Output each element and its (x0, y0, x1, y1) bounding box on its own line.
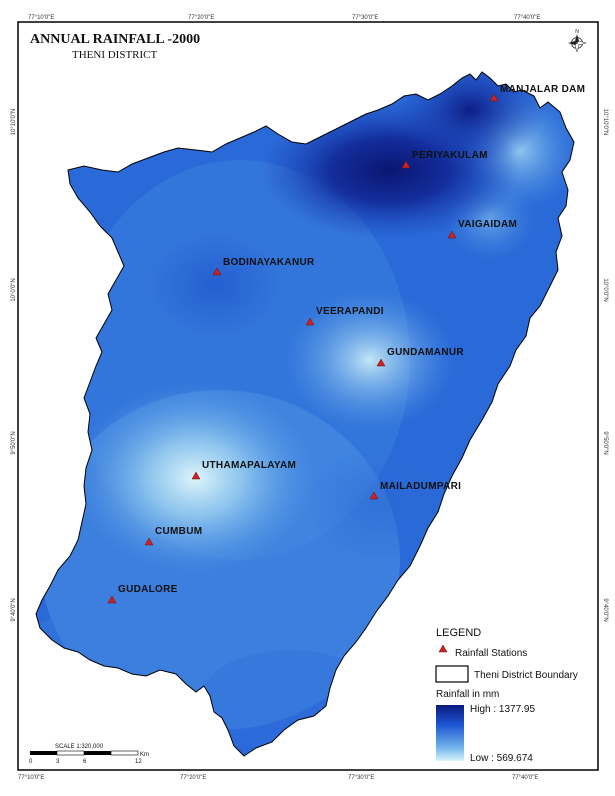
tick-bottom-2: 77°20'0"E (180, 775, 206, 781)
scale-tick-3: 3 (56, 759, 60, 765)
map-title: ANNUAL RAINFALL -2000 (30, 32, 200, 47)
graticule-right: 10°10'0"N 10°0'0"N 9°50'0"N 9°40'0"N (602, 109, 608, 622)
legend-station-icon (438, 644, 448, 653)
station-vaigaidam: VAIGAIDAM (447, 219, 517, 239)
station-gundamanur: GUNDAMANUR (376, 347, 464, 367)
graticule-top: 77°10'0"E 77°20'0"E 77°30'0"E 77°40'0"E (28, 15, 540, 21)
station-marker-icon (447, 230, 457, 239)
station-label: VAIGAIDAM (458, 219, 517, 230)
scale-tick-6: 6 (83, 759, 87, 765)
tick-top-2: 77°20'0"E (188, 15, 214, 21)
legend-boundary-label: Theni District Boundary (474, 670, 578, 681)
scale-tick-0: 0 (29, 759, 33, 765)
scale-bar: SCALE 1:320,000 0 3 6 12 Km (29, 744, 149, 765)
rainfall-gradient-overlays (36, 72, 574, 756)
tick-right-4: 9°40'0"N (602, 598, 608, 621)
tick-left-1: 10°10'0"N (11, 109, 17, 136)
station-label: GUDALORE (118, 584, 178, 595)
station-label: CUMBUM (155, 526, 202, 537)
legend-title: LEGEND (436, 627, 481, 639)
tick-right-1: 10°10'0"N (602, 109, 608, 136)
station-marker-icon (212, 267, 222, 276)
tick-top-4: 77°40'0"E (514, 15, 540, 21)
district-boundary (35, 71, 575, 757)
station-marker-icon (376, 358, 386, 367)
map-frame (17, 21, 599, 771)
tick-right-3: 9°50'0"N (602, 431, 608, 454)
legend-high-label: High : 1377.95 (470, 704, 535, 715)
station-label: VEERAPANDI (316, 306, 384, 317)
station-cumbum: CUMBUM (144, 526, 202, 546)
legend: LEGEND Rainfall Stations Theni District … (435, 627, 578, 764)
station-marker-icon (191, 471, 201, 480)
tick-right-2: 10°0'0"N (602, 278, 608, 301)
scale-label: SCALE 1:320,000 (55, 744, 104, 750)
station-marker-icon (144, 537, 154, 546)
tick-bottom-1: 77°10'0"E (18, 775, 44, 781)
tick-bottom-3: 77°30'0"E (348, 775, 374, 781)
station-label: MANJALAR DAM (500, 84, 585, 95)
legend-stations-label: Rainfall Stations (455, 648, 527, 659)
station-mailadumpari: MAILADUMPARI (369, 481, 461, 500)
legend-rainfall-title: Rainfall in mm (436, 689, 499, 700)
tick-left-4: 9°40'0"N (11, 598, 17, 621)
station-label: BODINAYAKANUR (223, 257, 315, 268)
rainfall-stations: MANJALAR DAM PERIYAKULAM VAIGAIDAM BODINAYA… (107, 84, 585, 604)
station-manjalar-dam: MANJALAR DAM (489, 84, 585, 102)
scale-tick-12: 12 (135, 759, 142, 765)
station-marker-icon (107, 595, 117, 604)
graticule-bottom: 77°10'0"E 77°20'0"E 77°30'0"E 77°40'0"E (18, 775, 538, 781)
station-marker-icon (489, 93, 499, 102)
legend-low-label: Low : 569.674 (470, 753, 533, 764)
district-rainfall-surface (35, 71, 575, 757)
tick-left-3: 9°50'0"N (11, 431, 17, 454)
station-label: GUNDAMANUR (387, 347, 464, 358)
legend-rainfall-ramp (436, 705, 464, 761)
station-label: PERIYAKULAM (412, 150, 488, 161)
tick-left-2: 10°0'0"N (11, 278, 17, 301)
north-arrow-icon: N (568, 29, 587, 53)
station-periyakulam: PERIYAKULAM (401, 150, 488, 169)
map-subtitle: THENI DISTRICT (72, 49, 158, 61)
station-uthamapalayam: UTHAMAPALAYAM (191, 460, 296, 480)
station-veerapandi: VEERAPANDI (305, 306, 384, 326)
svg-text:N: N (575, 29, 579, 35)
station-label: MAILADUMPARI (380, 481, 461, 492)
graticule-left: 10°10'0"N 10°0'0"N 9°50'0"N 9°40'0"N (11, 109, 17, 622)
station-marker-icon (369, 491, 379, 500)
scale-unit: Km (140, 752, 149, 758)
tick-bottom-4: 77°40'0"E (512, 775, 538, 781)
tick-top-1: 77°10'0"E (28, 15, 54, 21)
station-bodinayakanur: BODINAYAKANUR (212, 257, 315, 276)
station-label: UTHAMAPALAYAM (202, 460, 296, 471)
legend-boundary-swatch (435, 665, 469, 683)
station-marker-icon (305, 317, 315, 326)
tick-top-3: 77°30'0"E (352, 15, 378, 21)
station-gudalore: GUDALORE (107, 584, 178, 604)
station-marker-icon (401, 160, 411, 169)
